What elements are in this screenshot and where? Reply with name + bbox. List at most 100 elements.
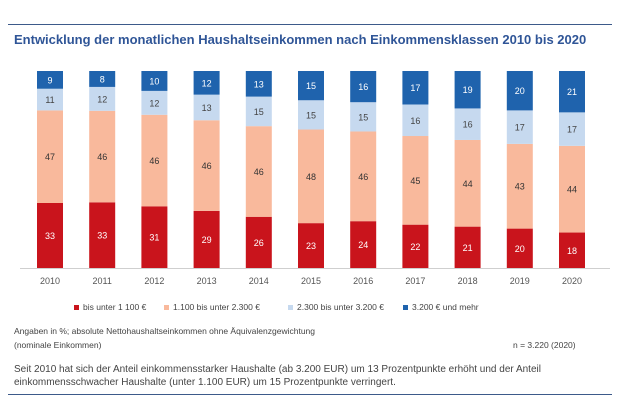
bar-segment	[89, 71, 116, 87]
data-label: 43	[515, 182, 525, 192]
bar-segment	[37, 202, 63, 268]
x-tick-label: 2010	[40, 276, 60, 286]
bar-segment	[89, 86, 116, 111]
bar-segment	[245, 126, 272, 217]
data-label: 16	[410, 116, 420, 126]
legend-item-low: bis unter 1 100 €	[74, 302, 146, 312]
bar-segment	[298, 71, 324, 101]
data-label: 46	[358, 172, 368, 182]
data-label: 24	[358, 240, 368, 250]
bar-segment	[89, 110, 116, 203]
data-label: 17	[567, 125, 577, 135]
bar-segment	[298, 100, 324, 130]
data-label: 11	[45, 95, 54, 105]
bar-segment	[402, 71, 429, 105]
data-label: 21	[567, 87, 577, 97]
bar-segment	[141, 114, 168, 207]
x-tick-label: 2020	[562, 276, 582, 286]
bar-segment	[559, 232, 585, 268]
data-label: 22	[410, 242, 420, 252]
legend-label: bis unter 1 100 €	[83, 302, 147, 312]
legend-label: 2.300 bis unter 3.200 €	[297, 302, 384, 312]
bar-segment	[350, 131, 377, 222]
legend-item-mid-high: 2.300 bis unter 3.200 €	[288, 302, 384, 312]
data-label: 15	[306, 110, 316, 120]
bar-segment	[402, 104, 429, 137]
legend-item-high: 3.200 € und mehr	[403, 302, 479, 312]
bottom-rule	[8, 394, 612, 395]
data-label: 19	[463, 85, 473, 95]
data-label: 10	[149, 76, 159, 86]
legend-swatch	[403, 304, 408, 310]
data-label: 44	[567, 185, 577, 195]
sample-size: n = 3.220 (2020)	[513, 340, 576, 350]
data-label: 44	[463, 179, 473, 189]
legend-label: 1.100 bis unter 2.300 €	[173, 302, 260, 312]
bar-segment	[37, 110, 63, 203]
legend-swatch	[288, 304, 293, 310]
data-label: 23	[306, 241, 316, 251]
data-label: 18	[567, 246, 577, 256]
legend-label: 3.200 € und mehr	[412, 302, 479, 312]
data-label: 33	[45, 231, 55, 241]
chart-title: Entwicklung der monatlichen Haushaltsein…	[14, 32, 587, 47]
bar-segment	[454, 71, 481, 109]
x-tick-label: 2019	[510, 276, 530, 286]
bar-segment	[506, 110, 533, 144]
data-label: 21	[463, 243, 473, 253]
legend-item-mid-low: 1.100 bis unter 2.300 €	[164, 302, 260, 312]
data-label: 46	[254, 167, 264, 177]
bar-segment	[193, 210, 220, 268]
data-label: 20	[515, 86, 525, 96]
data-label: 16	[358, 82, 368, 92]
data-label: 15	[254, 107, 264, 117]
bar-segment	[402, 224, 429, 268]
data-label: 48	[306, 172, 316, 182]
x-tick-label: 2015	[301, 276, 321, 286]
bar-segment	[37, 71, 63, 89]
data-label: 45	[410, 176, 420, 186]
bar-segment	[37, 88, 63, 111]
data-label: 46	[97, 152, 107, 162]
x-tick-label: 2016	[353, 276, 373, 286]
x-tick-label: 2017	[405, 276, 425, 286]
data-label: 8	[100, 74, 105, 84]
note-units: Angaben in %; absolute Nettohaushaltsein…	[14, 326, 316, 336]
data-label: 15	[358, 112, 368, 122]
data-label: 33	[97, 231, 107, 241]
bar-segment	[298, 129, 324, 224]
data-label: 20	[515, 244, 525, 254]
data-label: 29	[202, 235, 212, 245]
data-label: 31	[149, 233, 159, 243]
bar-segment	[350, 71, 377, 103]
bar-segment	[559, 112, 585, 146]
note-nominal: (nominale Einkommen)	[14, 340, 102, 350]
bar-segment	[506, 71, 533, 111]
x-tick-label: 2013	[197, 276, 217, 286]
data-label: 46	[149, 156, 159, 166]
bar-segment	[298, 223, 324, 268]
bar-segment	[193, 94, 220, 121]
bar-segment	[559, 145, 585, 233]
data-label: 13	[202, 103, 212, 113]
bar-segment	[245, 71, 272, 97]
data-label: 46	[202, 161, 212, 171]
data-label: 26	[254, 238, 264, 248]
bar-segment	[245, 216, 272, 268]
bar-segment	[141, 71, 168, 91]
data-label: 16	[463, 120, 473, 130]
data-label: 12	[97, 94, 107, 104]
x-tick-label: 2014	[249, 276, 269, 286]
data-label: 47	[45, 152, 55, 162]
bar-segment	[350, 221, 377, 268]
x-tick-label: 2018	[458, 276, 478, 286]
x-tick-label: 2011	[93, 276, 112, 286]
bar-segment	[559, 71, 585, 113]
bar-segment	[193, 71, 220, 95]
data-label: 12	[149, 98, 159, 108]
x-tick-label: 2012	[144, 276, 164, 286]
data-label: 13	[254, 79, 264, 89]
bar-segment	[245, 96, 272, 127]
summary-text: Seit 2010 hat sich der Anteil einkommens…	[14, 364, 541, 388]
bar-segment	[454, 139, 481, 227]
